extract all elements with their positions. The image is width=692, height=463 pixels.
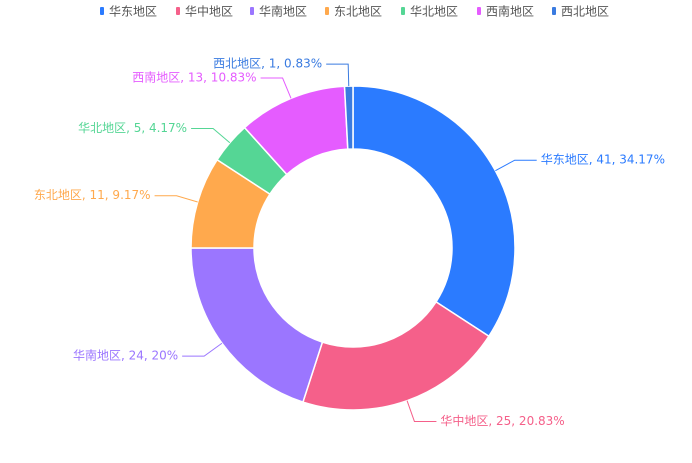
data-label: 东北地区, 11, 9.17% xyxy=(34,188,151,202)
legend-marker xyxy=(401,7,405,15)
leader-line xyxy=(154,195,198,203)
data-label: 华东地区, 41, 34.17% xyxy=(541,153,665,167)
legend-label: 西北地区 xyxy=(561,5,609,19)
data-label: 华北地区, 5, 4.17% xyxy=(78,121,187,135)
data-label: 西南地区, 13, 10.83% xyxy=(132,70,256,85)
legend-label: 华东地区 xyxy=(109,5,157,19)
legend-marker xyxy=(477,7,481,15)
data-label: 华南地区, 24, 20% xyxy=(73,348,178,363)
legend-marker xyxy=(176,7,180,15)
donut-slice xyxy=(190,247,324,404)
leader-line xyxy=(495,159,537,172)
legend-label: 华中地区 xyxy=(185,4,233,19)
legend-label: 西南地区 xyxy=(486,4,534,19)
legend-label: 华南地区 xyxy=(259,4,307,19)
legend-marker xyxy=(250,7,254,15)
donut-slice xyxy=(352,85,516,338)
donut-slice xyxy=(343,85,354,150)
leader-line xyxy=(260,77,292,99)
legend-marker xyxy=(325,7,329,15)
data-label: 华中地区, 25, 20.83% xyxy=(440,413,564,428)
data-label: 西北地区, 1, 0.83% xyxy=(213,57,322,71)
leader-line xyxy=(191,128,231,144)
leader-line xyxy=(406,400,437,422)
leader-line xyxy=(326,63,350,87)
donut-slice xyxy=(301,300,490,411)
legend-marker xyxy=(100,7,104,15)
leader-line xyxy=(182,342,223,357)
legend-marker xyxy=(552,7,556,15)
legend-label: 东北地区 xyxy=(334,5,382,19)
legend-label: 华北地区 xyxy=(410,5,458,19)
